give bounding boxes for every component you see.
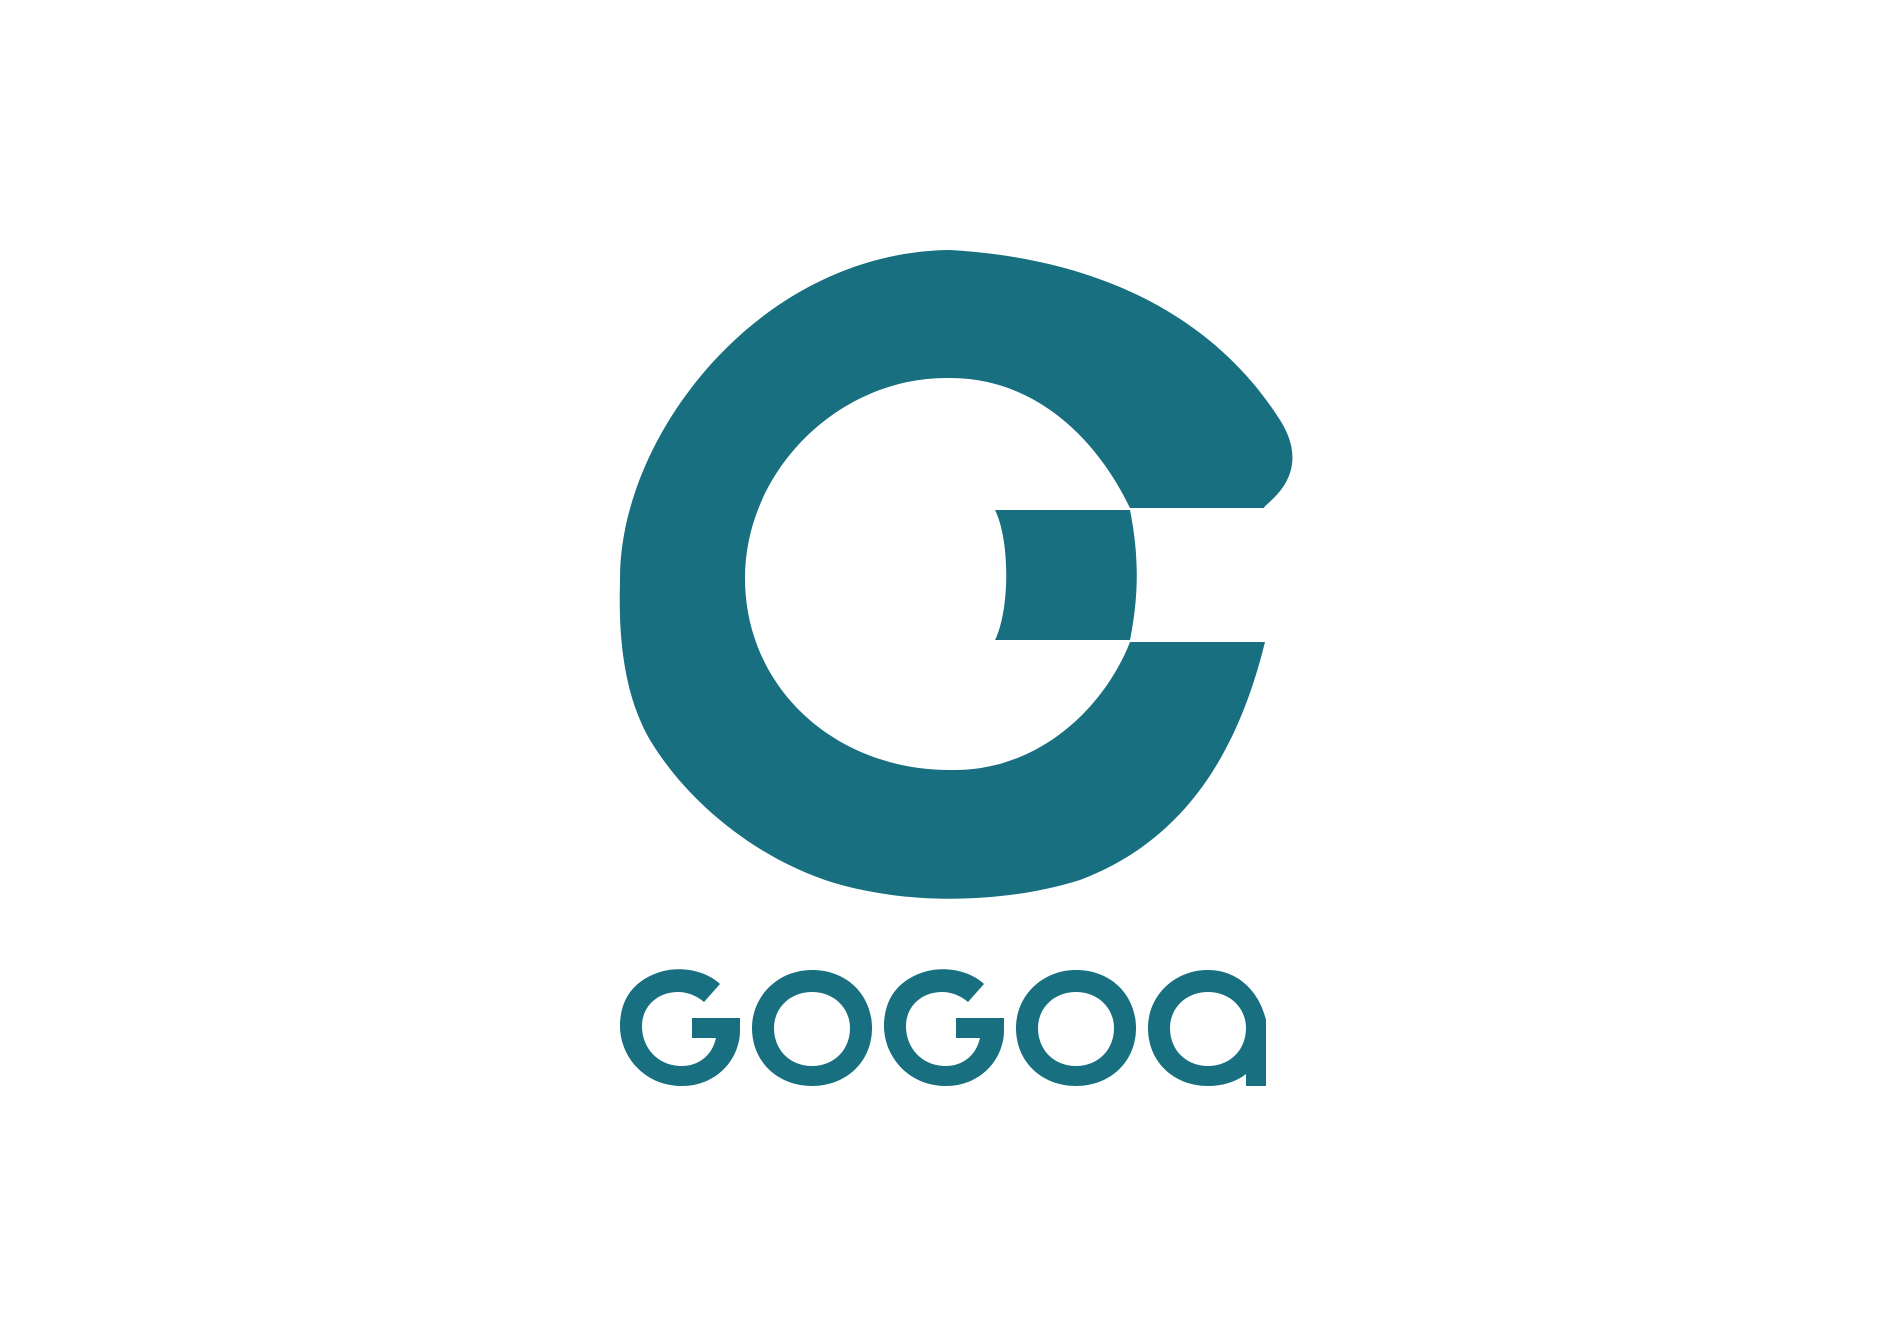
letter-o-1 bbox=[752, 970, 872, 1086]
letter-q bbox=[1148, 970, 1266, 1086]
letter-g-2 bbox=[884, 969, 1004, 1086]
letter-g-1 bbox=[620, 969, 740, 1086]
wordmark-letters bbox=[620, 969, 1266, 1086]
stylized-g-logo-icon bbox=[619, 250, 1293, 899]
letter-o-2 bbox=[1016, 970, 1136, 1086]
